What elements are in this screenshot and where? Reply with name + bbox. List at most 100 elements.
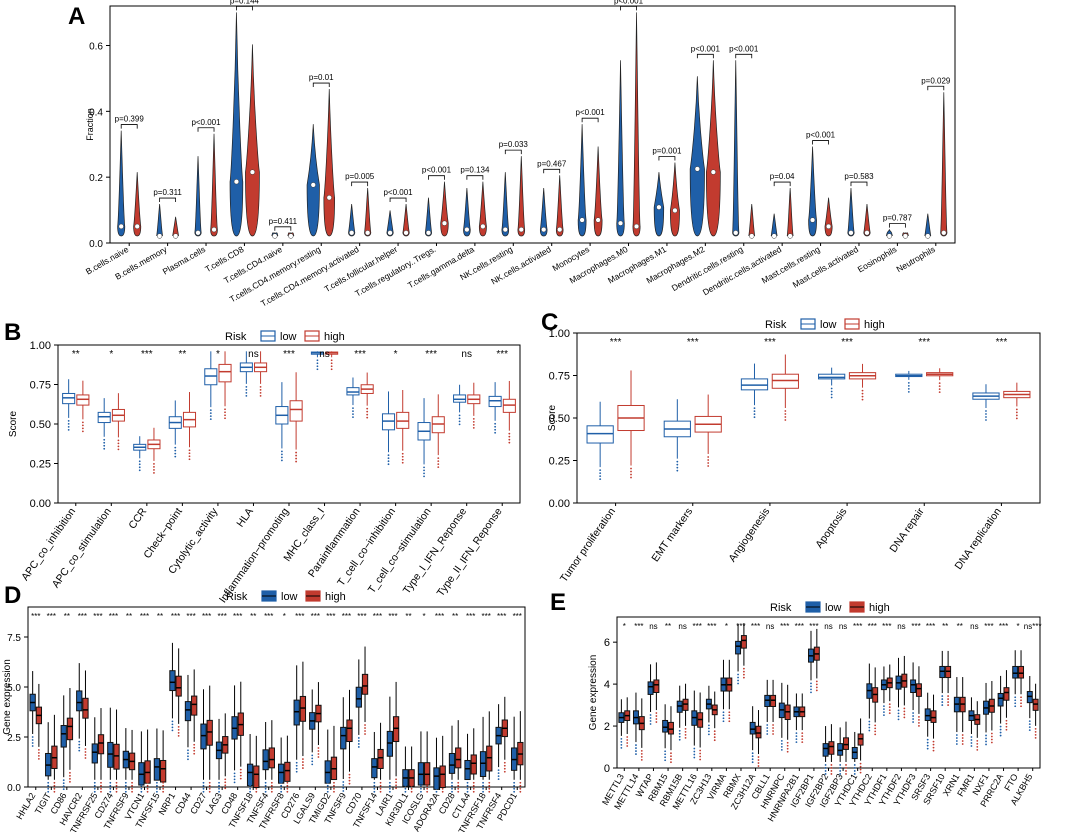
box-low-17-outlier: [295, 764, 298, 767]
box-low-10-outlier: [423, 469, 425, 472]
x-tick-label: Type_I_IFN_Reponse: [401, 506, 470, 597]
significance-26: ***: [999, 622, 1008, 631]
box-high-26-outlier: [1005, 719, 1008, 722]
box-low-4-outlier: [678, 735, 681, 738]
box-low-11-outlier: [458, 420, 461, 423]
legend-label-low: low: [281, 591, 298, 603]
box-low-18-outlier: [311, 754, 314, 757]
box-high-8-outlier: [162, 787, 165, 790]
box-low-10-outlier: [766, 727, 769, 729]
box-low-6-outlier: [280, 453, 283, 456]
box-low-8-outlier: [737, 682, 739, 685]
box-high-4-outlier: [684, 733, 687, 736]
box-low-27-box: [448, 752, 456, 774]
box-high-2-outlier: [69, 777, 71, 780]
box-low-6-outlier: [707, 733, 710, 736]
box-low-7-outlier: [316, 362, 319, 365]
box-low-17-outlier: [868, 723, 871, 726]
box-low-28-outlier: [466, 781, 469, 784]
box-low-14-outlier: [249, 784, 251, 787]
significance-19: ns: [897, 622, 905, 631]
box-high-18-outlier: [317, 750, 320, 752]
box-low-2-box: [740, 378, 769, 391]
box-high-18-outlier: [317, 747, 320, 749]
legend-title: Risk: [226, 591, 248, 603]
box-high-4-box: [97, 734, 105, 755]
box-low-13-outlier: [810, 688, 812, 691]
box-high-7-outlier: [330, 368, 333, 371]
violin-median-high-19: [864, 230, 870, 236]
box-low-6-outlier: [707, 724, 710, 727]
box-low-26-outlier: [999, 728, 1002, 731]
box-high-4-outlier: [100, 781, 102, 784]
violin-median-low-10: [502, 226, 508, 233]
box-high-19-outlier: [333, 784, 335, 787]
box-high-11-outlier: [472, 420, 475, 423]
violin-high-15: [705, 60, 721, 237]
box-low-3-box: [662, 719, 669, 733]
box-high-12-outlier: [508, 438, 511, 441]
box-high-24-outlier: [410, 784, 413, 787]
box-high-10-box: [191, 695, 198, 716]
box-low-5-outlier: [245, 388, 248, 391]
box-low-15-outlier: [839, 770, 842, 772]
panel-label-d: D: [4, 582, 21, 609]
box-high-2-outlier: [153, 472, 155, 474]
box-high-1-outlier: [707, 465, 710, 467]
violin-median-high-7: [403, 230, 409, 236]
box-low-11-outlier: [780, 742, 783, 745]
box-high-4-outlier: [684, 727, 687, 730]
violin-median-low-20: [886, 233, 893, 239]
legend-title: Risk: [225, 331, 247, 343]
box-high-4-outlier: [684, 736, 687, 739]
x-tick-label: HLA: [234, 506, 256, 530]
box-high-15-outlier: [270, 781, 273, 784]
box-low-23-outlier: [388, 784, 391, 787]
box-high-19-outlier: [903, 710, 906, 713]
box-high-0-outlier: [630, 473, 632, 476]
y-tick-label: 7.5: [7, 633, 21, 644]
box-high-25-outlier: [426, 781, 429, 784]
panel-label-a: A: [68, 3, 85, 30]
p-bracket-2: [197, 127, 215, 132]
box-low-9-outlier: [751, 752, 754, 755]
box-high-11-outlier: [472, 423, 475, 426]
box-high-24-outlier: [976, 748, 979, 751]
box-low-19-outlier: [897, 715, 900, 718]
box-low-16-outlier: [853, 764, 856, 766]
significance-22: ***: [373, 612, 382, 621]
violin-median-high-15: [710, 169, 716, 175]
violin-low-10: [501, 172, 510, 237]
significance-1: ***: [47, 612, 56, 621]
box-high-22-outlier: [947, 704, 950, 706]
box-low-19-outlier: [326, 790, 329, 793]
x-tick-label: Mast.cells.activated: [791, 244, 860, 290]
box-low-6-outlier: [280, 450, 283, 453]
box-low-0-outlier: [67, 428, 70, 431]
box-low-20-box: [910, 679, 917, 694]
box-low-12-outlier: [494, 425, 497, 428]
box-high-2-outlier: [69, 774, 71, 777]
box-high-7-outlier: [728, 711, 731, 714]
box-high-31-outlier: [519, 790, 522, 793]
p-bracket-16: [735, 53, 753, 59]
box-high-2-outlier: [69, 780, 71, 783]
violin-high-6: [364, 188, 372, 237]
box-high-2-outlier: [655, 718, 658, 720]
box-high-5-outlier: [699, 758, 702, 761]
box-high-1-outlier: [117, 439, 120, 442]
box-high-16-outlier: [286, 784, 289, 787]
box-low-23-outlier: [955, 734, 958, 736]
violin-high-13: [632, 12, 641, 237]
box-high-27-outlier: [457, 790, 460, 793]
box-low-1-outlier: [635, 747, 637, 749]
box-low-0-box: [586, 425, 614, 444]
box-high-15-outlier: [270, 784, 273, 787]
violin-high-18: [824, 197, 833, 237]
box-high-4-outlier: [100, 784, 102, 787]
box-low-3-outlier: [664, 759, 667, 762]
box-low-6-outlier: [707, 727, 710, 730]
y-axis-label: Score: [547, 405, 558, 432]
violin-low-12: [577, 124, 587, 237]
